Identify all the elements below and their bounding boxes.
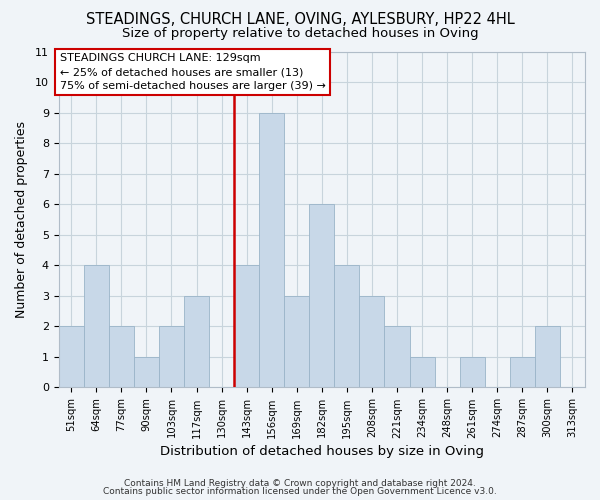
Bar bbox=[59, 326, 84, 388]
Bar bbox=[159, 326, 184, 388]
Text: Size of property relative to detached houses in Oving: Size of property relative to detached ho… bbox=[122, 28, 478, 40]
Bar bbox=[385, 326, 410, 388]
X-axis label: Distribution of detached houses by size in Oving: Distribution of detached houses by size … bbox=[160, 444, 484, 458]
Bar bbox=[310, 204, 334, 388]
Text: STEADINGS CHURCH LANE: 129sqm
← 25% of detached houses are smaller (13)
75% of s: STEADINGS CHURCH LANE: 129sqm ← 25% of d… bbox=[60, 53, 326, 91]
Text: Contains HM Land Registry data © Crown copyright and database right 2024.: Contains HM Land Registry data © Crown c… bbox=[124, 478, 476, 488]
Bar bbox=[134, 357, 159, 388]
Text: Contains public sector information licensed under the Open Government Licence v3: Contains public sector information licen… bbox=[103, 487, 497, 496]
Bar bbox=[284, 296, 310, 388]
Bar bbox=[460, 357, 485, 388]
Bar bbox=[259, 112, 284, 388]
Bar bbox=[334, 266, 359, 388]
Bar bbox=[109, 326, 134, 388]
Bar bbox=[234, 266, 259, 388]
Bar bbox=[535, 326, 560, 388]
Bar bbox=[510, 357, 535, 388]
Y-axis label: Number of detached properties: Number of detached properties bbox=[15, 121, 28, 318]
Bar bbox=[184, 296, 209, 388]
Bar bbox=[84, 266, 109, 388]
Bar bbox=[359, 296, 385, 388]
Bar bbox=[410, 357, 434, 388]
Text: STEADINGS, CHURCH LANE, OVING, AYLESBURY, HP22 4HL: STEADINGS, CHURCH LANE, OVING, AYLESBURY… bbox=[86, 12, 514, 28]
